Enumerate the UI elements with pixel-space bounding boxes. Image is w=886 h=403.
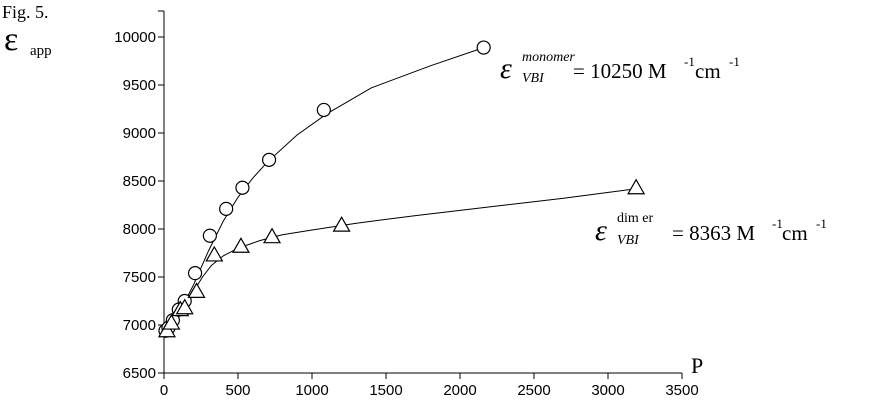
x-tick-label: 1000 [295,382,328,399]
y-tick-label: 9000 [123,125,156,142]
fit-curve-circle [165,47,484,333]
annotation-monomer-unit: cm [695,59,721,83]
annotation-dimer-symbol: ε [595,214,607,247]
y-tick-label: 9500 [123,77,156,94]
annotation-dimer-exp2: -1 [816,216,827,231]
y-tick-label: 10000 [114,29,156,46]
annotation-dimer-subscript: VBI [617,233,640,248]
y-tick-label: 7000 [123,317,156,334]
data-point-triangle [263,227,282,244]
y-tick-label: 6500 [123,365,156,382]
x-axis-title: P [691,353,703,378]
y-axis-symbol: ε [4,21,18,58]
data-point-triangle [187,282,206,298]
annotation-dimer-exp1: -1 [772,216,783,231]
data-markers [157,40,646,338]
y-tick-label: 8000 [123,221,156,238]
x-tick-label: 3500 [665,382,698,399]
annotation-monomer-text: = 10250 M [573,59,667,83]
data-point-circle [187,266,203,281]
data-point-triangle [157,321,176,338]
annotation-monomer-exp2: -1 [729,54,740,69]
x-tick-label: 2500 [517,382,550,399]
data-point-circle [202,228,217,243]
annotation-dimer-text: = 8363 M [672,221,755,245]
annotation-monomer-symbol: ε [500,52,512,85]
data-point-triangle [205,245,224,262]
data-point-circle [261,152,277,167]
data-point-triangle [332,215,351,232]
data-point-circle [316,102,331,118]
y-tick-label: 8500 [123,173,156,190]
annotation-monomer: ε monomer VBI = 10250 M -1 cm -1 [500,50,740,86]
x-tick-label: 2000 [443,382,476,399]
data-point-circle [235,180,250,195]
data-point-triangle [175,298,194,315]
data-point-triangle [627,178,646,195]
y-axis-title: ε app [4,21,52,59]
annotation-monomer-superscript: monomer [522,50,575,65]
annotation-dimer-unit: cm [782,221,808,245]
annotation-dimer-superscript: dim er [617,211,653,226]
data-point-triangle [162,313,181,330]
data-point-triangle [231,237,250,253]
x-tick-label: 0 [160,382,168,399]
y-tick-label: 7500 [123,269,156,286]
x-tick-label: 1500 [369,382,402,399]
x-tick-label: 3000 [591,382,624,399]
x-tick-label: 500 [225,382,250,399]
data-point-circle [476,40,491,55]
fit-curve-triangle [165,188,637,333]
annotation-dimer: ε dim er VBI = 8363 M -1 cm -1 [595,211,827,248]
y-axis-subscript: app [30,43,52,59]
data-point-circle [219,201,234,216]
annotation-monomer-exp1: -1 [684,54,695,69]
annotation-monomer-subscript: VBI [522,71,545,86]
figure-label: Fig. 5. [2,2,49,22]
axes: 6500 7000 7500 8000 8500 9000 9500 10000 0 500 100… [114,10,699,399]
